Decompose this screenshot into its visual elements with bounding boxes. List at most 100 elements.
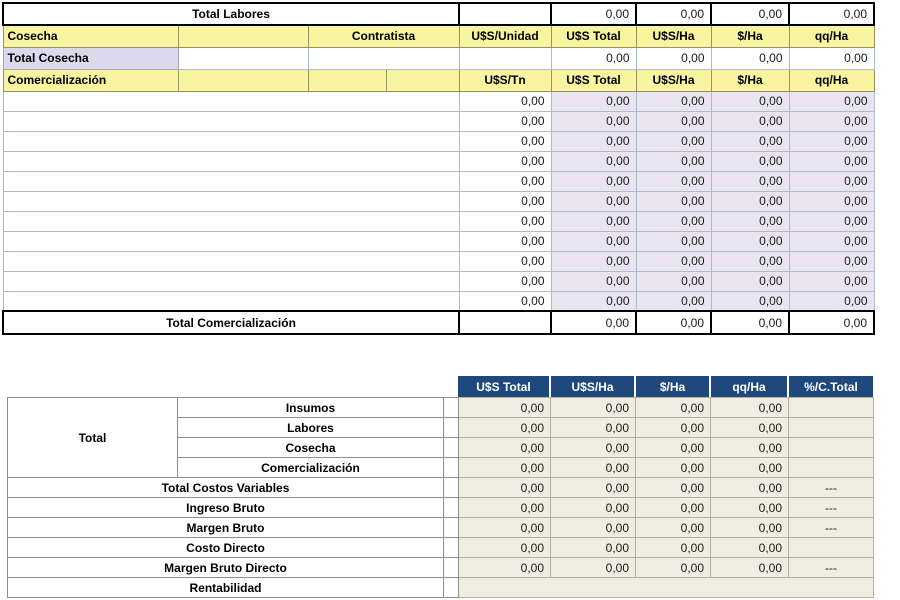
empty-label-cell[interactable] xyxy=(2,210,460,232)
cell-value[interactable]: 0,00 xyxy=(635,477,711,498)
cell-value[interactable]: 0,00 xyxy=(710,2,790,26)
cell-value[interactable]: 0,00 xyxy=(710,170,790,192)
empty-label-cell[interactable] xyxy=(2,250,460,272)
pct-cell[interactable] xyxy=(788,537,874,558)
cell-value[interactable]: 0,00 xyxy=(550,310,637,335)
empty-label-cell[interactable] xyxy=(2,270,460,292)
cell-value[interactable]: 0,00 xyxy=(550,537,636,558)
pct-cell[interactable]: --- xyxy=(788,497,874,518)
cell-value[interactable]: 0,00 xyxy=(710,397,789,418)
empty-label-cell[interactable] xyxy=(2,230,460,252)
cell-value[interactable]: 0,00 xyxy=(550,290,637,312)
empty-label-cell[interactable] xyxy=(2,170,460,192)
cell-value[interactable]: 0,00 xyxy=(710,150,790,172)
empty-label-cell[interactable] xyxy=(2,90,460,112)
cell-value[interactable]: 0,00 xyxy=(635,417,711,438)
cell-value[interactable]: 0,00 xyxy=(550,557,636,578)
cell-value[interactable]: 0,00 xyxy=(788,170,875,192)
cell-value[interactable]: 0,00 xyxy=(788,210,875,232)
cell-value[interactable]: 0,00 xyxy=(550,110,637,132)
cell-value[interactable]: 0,00 xyxy=(550,190,637,212)
cell-value[interactable]: 0,00 xyxy=(550,477,636,498)
cell-value[interactable]: 0,00 xyxy=(458,290,552,312)
cell-value[interactable]: 0,00 xyxy=(788,310,875,335)
cell-value[interactable]: 0,00 xyxy=(458,130,552,152)
cell-value[interactable]: 0,00 xyxy=(635,290,712,312)
empty-label-cell[interactable] xyxy=(2,130,460,152)
cell-value[interactable]: 0,00 xyxy=(710,457,789,478)
cell-value[interactable]: 0,00 xyxy=(635,230,712,252)
cell-value[interactable]: 0,00 xyxy=(710,290,790,312)
cell-value[interactable]: 0,00 xyxy=(550,210,637,232)
cell-value[interactable]: 0,00 xyxy=(635,110,712,132)
pct-cell[interactable]: --- xyxy=(788,477,874,498)
empty-cell[interactable] xyxy=(443,437,459,458)
cell-value[interactable]: 0,00 xyxy=(788,270,875,292)
cell-value[interactable]: 0,00 xyxy=(710,270,790,292)
cell-value[interactable]: 0,00 xyxy=(458,270,552,292)
cell-value[interactable]: 0,00 xyxy=(710,497,789,518)
cell-value[interactable]: 0,00 xyxy=(788,150,875,172)
empty-cell[interactable] xyxy=(307,46,460,70)
cell-value[interactable]: 0,00 xyxy=(458,250,552,272)
cell-value[interactable]: 0,00 xyxy=(458,417,551,438)
cell-value[interactable]: 0,00 xyxy=(710,537,789,558)
cell-value[interactable]: 0,00 xyxy=(550,397,636,418)
cell-value[interactable]: 0,00 xyxy=(550,457,636,478)
cell-value[interactable]: 0,00 xyxy=(710,190,790,212)
cell-value[interactable]: 0,00 xyxy=(710,130,790,152)
cell-value[interactable]: 0,00 xyxy=(550,230,637,252)
cell-value[interactable]: 0,00 xyxy=(550,437,636,458)
cell-value[interactable]: 0,00 xyxy=(788,110,875,132)
cell-value[interactable]: 0,00 xyxy=(710,230,790,252)
cell-value[interactable]: 0,00 xyxy=(710,210,790,232)
cell-value[interactable]: 0,00 xyxy=(635,397,711,418)
cell-value[interactable]: 0,00 xyxy=(788,190,875,212)
cell-value[interactable]: 0,00 xyxy=(458,457,551,478)
cell-value[interactable]: 0,00 xyxy=(788,46,875,70)
cell-value[interactable]: 0,00 xyxy=(550,417,636,438)
cell-value[interactable]: 0,00 xyxy=(710,557,789,578)
empty-cell[interactable] xyxy=(443,537,459,558)
cell-value[interactable]: 0,00 xyxy=(458,190,552,212)
cell-value[interactable]: 0,00 xyxy=(710,310,790,335)
empty-label-cell[interactable] xyxy=(2,190,460,212)
cell-value[interactable]: 0,00 xyxy=(458,210,552,232)
cell-value[interactable]: 0,00 xyxy=(635,537,711,558)
cell-value[interactable]: 0,00 xyxy=(788,250,875,272)
empty-label-cell[interactable] xyxy=(2,150,460,172)
pct-cell[interactable] xyxy=(788,417,874,438)
cell-value[interactable]: 0,00 xyxy=(550,2,637,26)
cell-value[interactable]: 0,00 xyxy=(550,130,637,152)
pct-cell[interactable] xyxy=(788,437,874,458)
pct-cell[interactable]: --- xyxy=(788,557,874,578)
cell-value[interactable]: 0,00 xyxy=(458,110,552,132)
cell-value[interactable]: 0,00 xyxy=(635,250,712,272)
cell-value[interactable]: 0,00 xyxy=(710,90,790,112)
cell-value[interactable]: 0,00 xyxy=(635,210,712,232)
cell-value[interactable]: 0,00 xyxy=(458,477,551,498)
cell-value[interactable]: 0,00 xyxy=(458,557,551,578)
cell-value[interactable]: 0,00 xyxy=(710,477,789,498)
cell-value[interactable]: 0,00 xyxy=(550,270,637,292)
cell-value[interactable]: 0,00 xyxy=(635,437,711,458)
cell-value[interactable]: 0,00 xyxy=(635,190,712,212)
cell-value[interactable]: 0,00 xyxy=(458,517,551,538)
cell-value[interactable]: 0,00 xyxy=(635,310,712,335)
empty-label-cell[interactable] xyxy=(2,110,460,132)
cell-value[interactable]: 0,00 xyxy=(458,397,551,418)
cell-value[interactable]: 0,00 xyxy=(550,170,637,192)
cell-value[interactable]: 0,00 xyxy=(458,537,551,558)
cell-value[interactable]: 0,00 xyxy=(458,497,551,518)
empty-cell[interactable] xyxy=(458,2,552,26)
cell-value[interactable]: 0,00 xyxy=(550,250,637,272)
cell-value[interactable]: 0,00 xyxy=(635,497,711,518)
empty-cell[interactable] xyxy=(443,557,459,578)
cell-value[interactable]: 0,00 xyxy=(458,150,552,172)
empty-cell[interactable] xyxy=(177,46,309,70)
empty-cell[interactable] xyxy=(458,46,552,70)
cell-value[interactable]: 0,00 xyxy=(458,230,552,252)
cell-value[interactable]: 0,00 xyxy=(710,110,790,132)
empty-label-cell[interactable] xyxy=(2,290,460,312)
cell-value[interactable]: 0,00 xyxy=(635,130,712,152)
